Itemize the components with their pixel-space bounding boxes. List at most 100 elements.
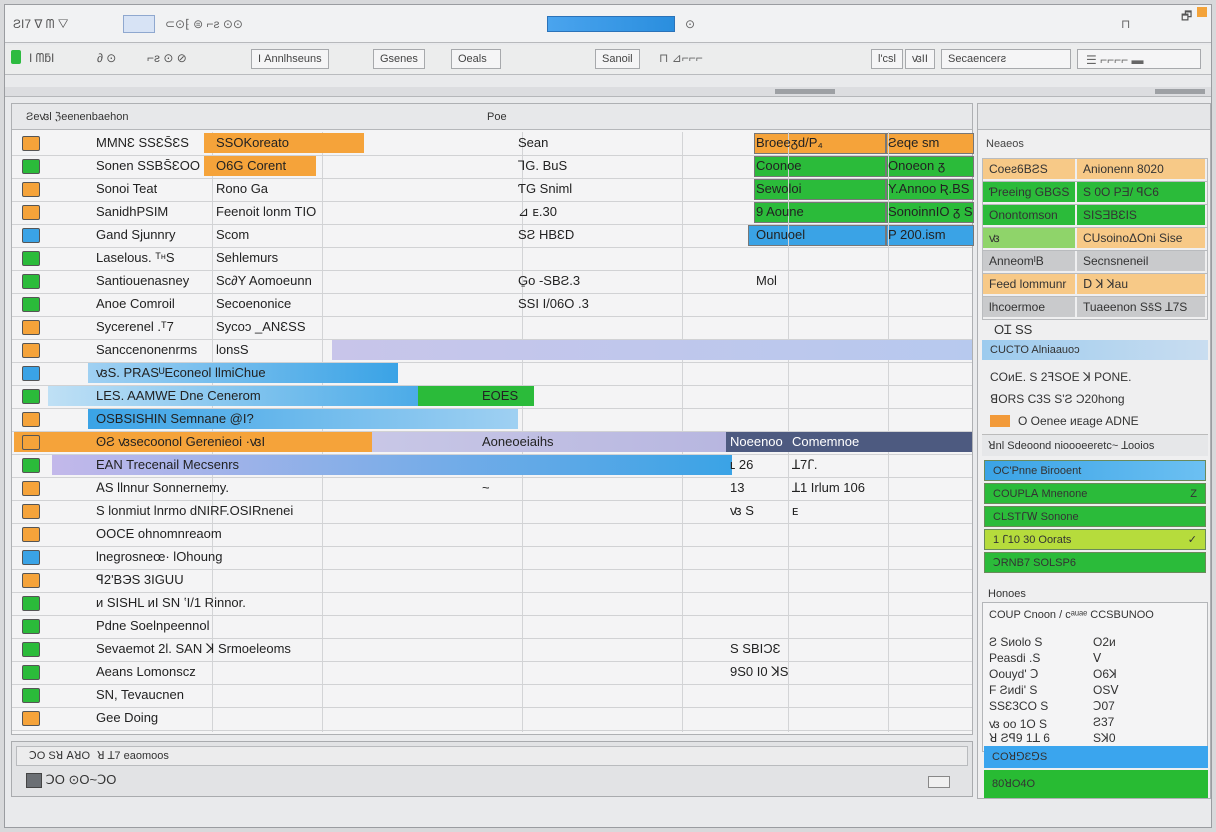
grid-header-col1[interactable]: Ƨeꟃl ℨeenenbaehon [26, 111, 129, 123]
right-cell-b: SISƎBƐIS [1077, 205, 1205, 225]
toolbar-item-3[interactable]: Ι Annlhseuns [251, 49, 329, 69]
toolbar-item-5[interactable]: Oeals [451, 49, 501, 69]
right-table-row[interactable]: Onontomson SISƎBƐIS [982, 204, 1208, 228]
status-cell-bg [886, 179, 974, 200]
toolbar-mid-button[interactable]: Sanoil [595, 49, 640, 69]
toolbar-item-2[interactable]: ⌐ƨ ⊙ ⊘ [147, 51, 187, 65]
right-table-row[interactable]: Ƥreeing GBGS S 0O PƎ/ ꟼC6 [982, 181, 1208, 205]
toolbar-item-1[interactable]: ∂ ⊙ [97, 51, 117, 65]
window-controls: 🗗 [1175, 7, 1211, 23]
table-row[interactable]: MMNƐ SSƐS̄ƐS SSOKoreato Sean Broeeᵹd/P₄ Ƨeqe… [12, 132, 972, 156]
title-tab[interactable] [123, 15, 155, 33]
table-row[interactable]: Santiouenasney Sc∂Y Aomoeunn G̱o -SBƧ.3 Mol [12, 270, 972, 294]
table-row[interactable]: OOCE ohnomnreaom [12, 523, 972, 547]
table-cell-col1: lnegrosneœ· lOhoung [96, 549, 223, 564]
right-list-label: 1 ꓩ10 30 Oorats [993, 534, 1072, 546]
table-cell-col1: Sonen SSBS̄ƐOO [96, 158, 200, 173]
row-type-icon [22, 297, 40, 312]
table-row[interactable]: ʘƧ ꟃsecoonol Gerenieoi ·ꟃI Aoneoeiaihs Noe… [12, 431, 972, 455]
right-pair-key: ꟃ oo 1O S [989, 717, 1048, 731]
table-row[interactable]: SanidhΡSIM Feenoit lonm TIO ⊿ ᴇ.30 9 Aoune S… [12, 201, 973, 225]
title-right-icon[interactable]: ⊓ [1121, 17, 1131, 31]
toolbar-mid-icons[interactable]: ⊓ ⊿⌐⌐⌐ [659, 51, 703, 65]
right-list-item[interactable]: ꓛRNB7 SOLSP6 [984, 552, 1206, 573]
right-blue-bar[interactable]: CUCTO Alniaauoɔ [982, 340, 1208, 360]
right-table-row[interactable]: lhcoermoe CcenTuaeenon Ss̄S ꓕ7S [982, 296, 1208, 320]
row-highlight [14, 432, 372, 452]
table-cell-col2: Aoneoeiaihs [482, 434, 554, 449]
table-row[interactable]: Anoe Comroil Secoenonice SSI I/06O .3 [12, 293, 972, 317]
table-row[interactable]: ꓮS llnnur Sonnernemy. ~13 ꓕ1 Irlum 106 [12, 477, 972, 501]
table-row[interactable]: ꟼ2'BЭS 3IGUU [12, 569, 972, 593]
table-row[interactable]: Ρdne Soelnpeennol [12, 615, 972, 639]
zoom-icon[interactable] [928, 776, 950, 788]
table-cell-col4: ꓕ1 Irlum 106 [792, 480, 865, 495]
table-row[interactable]: Sonen SSBS̄ƐOO O6G Corent ⅂G. BuS Coonoe Ono… [12, 155, 972, 179]
toolbar-item-0[interactable]: Ι ᗰƃI [29, 51, 55, 65]
table-row[interactable]: Sanccenonenrms lonsS [12, 339, 972, 363]
right-bottom-blue[interactable]: COꓤꓨƐꓨS [984, 746, 1208, 768]
close-icon[interactable] [1197, 7, 1207, 17]
table-row[interactable]: Laselous. ᵀᵸS Sehlemurs [12, 247, 972, 271]
table-row[interactable]: SN, Tevaucnen [12, 684, 972, 708]
table-cell-col2: Feenoit lonm TIO [216, 204, 317, 219]
right-panel: Neaeos Coeƨ6BƧS Anionenn 8020 Ƥreeing GBGS… [977, 103, 1211, 799]
table-row[interactable]: lnegrosneœ· lOhoung [12, 546, 972, 570]
right-table-row[interactable]: ꟃ CUsoinoΔOni Sise [982, 227, 1208, 251]
table-cell-col3: SƧ HBƐD [518, 227, 575, 242]
right-table-row[interactable]: Coeƨ6BƧS Anionenn 8020 [982, 158, 1208, 182]
right-section2: Honoes [988, 588, 1026, 600]
right-rows: Coeƨ6BƧS Anionenn 8020 Ƥreeing GBGS S 0O PƎ… [978, 158, 1212, 320]
table-row[interactable]: ᴎ SISHL ᴎI SN ʽI/1 Rinnor. [12, 592, 972, 616]
table-row[interactable]: EAN Trecenail Mecsenrs ʟ 26 ꓕ7ꓩ. [12, 454, 972, 478]
right-list-item[interactable]: COUPLꓮ Mnenone Z [984, 483, 1206, 504]
table-cell-col1: OOCE ohnomnreaom [96, 526, 222, 541]
search-input[interactable] [547, 16, 675, 32]
row-type-icon [22, 688, 40, 703]
row-type-icon [22, 573, 40, 588]
right-pair-value: Sꓘ0 [1093, 731, 1116, 745]
table-cell-col4: ᴇ [792, 503, 799, 518]
table-row[interactable]: S lonmiut lnrmo dNIRF.OSIRnenei ꟃ S ᴇ [12, 500, 972, 524]
right-line-with-icon: O Oenee ᴎᴇage ADNE [990, 410, 1139, 432]
table-cell-col2: SSOKoreato [216, 135, 289, 150]
grid-header-col2[interactable]: Poe [487, 111, 507, 123]
toolbar-right-0[interactable]: l'csl [871, 49, 903, 69]
table-row[interactable]: ꟃS. PRASᵁEconeol llmiChue [12, 362, 972, 386]
row-type-icon [22, 642, 40, 657]
splitter-handle-right[interactable] [1155, 89, 1205, 94]
toolbar-right-box[interactable]: ☰ ⌐⌐⌐⌐ ▬ [1077, 49, 1201, 69]
restore-icon[interactable]: 🗗 [1181, 9, 1193, 23]
toolbar-green-icon[interactable] [11, 50, 21, 64]
table-row[interactable]: Sycerenel .ᵀ7 Sycoɔ _ANƐSS [12, 316, 972, 340]
table-row[interactable]: LES. AAMWE Dne Cenerom EOES [12, 385, 972, 409]
right-list-item[interactable]: 1 ꓩ10 30 Oorats ✓ [984, 529, 1206, 550]
right-list-item[interactable]: CLSTꓩꓪ Sonone [984, 506, 1206, 527]
toolbar-right-1[interactable]: ꟃII [905, 49, 935, 69]
table-row[interactable]: Sonoi Teat Rono Ga ƬG Sniml Sewoloi Y.Annoo … [12, 178, 972, 202]
right-list-label: CLSTꓩꓪ Sonone [993, 511, 1079, 523]
toolbar-item-4[interactable]: Gsenes [373, 49, 425, 69]
right-table-row[interactable]: AnneomᴵB Secnsneneil [982, 250, 1208, 274]
table-row[interactable]: Gand Sjunnry Scom SƧ HBƐD Ounuoel P 200.ism [12, 224, 972, 248]
right-section2-head: COUP Cnoon / cᵃᵘᵃᵉ CCSBUNOO [989, 609, 1154, 621]
table-row[interactable]: Aeans Lomonscz 9S0 I0 ꓘS [12, 661, 972, 685]
right-pair-value: OSꓦ [1093, 683, 1119, 697]
right-table-row[interactable]: Feed lommunr ꓓ ꓘ ꓘau [982, 273, 1208, 297]
table-cell-col1: Gee Doing [96, 710, 159, 725]
table-cell-col3: ꟃ S [730, 503, 754, 518]
table-cell-col5: Onoeon ᵹ [888, 158, 946, 173]
title-icons[interactable]: ⊂⊙⁅ ⊜ ⌐ƨ ⊙⊙ [165, 17, 243, 31]
table-cell-col3: ⅂G. BuS [518, 158, 568, 173]
right-list-label: ꓛRNB7 SOLSP6 [993, 557, 1076, 569]
right-bottom-green[interactable]: 80ꓤO4O [984, 770, 1208, 798]
right-pair-key: ꓤ Ƨꟼ9 1ꓕ 6 [989, 731, 1050, 745]
table-row[interactable]: Sevaemot 2l. SAN ꓘ Srmoeleoms S SBIƆƐ [12, 638, 972, 662]
right-list-item[interactable]: OC'Pnne Birooent [984, 460, 1206, 481]
table-row[interactable]: OSBSISHIN Semnane @I? [12, 408, 972, 432]
right-section2-box: COUP Cnoon / cᵃᵘᵃᵉ CCSBUNOO Ƨ Sᴎolo S O2ᴎ… [982, 602, 1208, 752]
table-cell-col2: EOES [482, 388, 519, 403]
toolbar-right-2[interactable]: Secaencerƨ [941, 49, 1071, 69]
table-row[interactable]: Gee Doing [12, 707, 972, 731]
splitter-handle[interactable] [775, 89, 835, 94]
